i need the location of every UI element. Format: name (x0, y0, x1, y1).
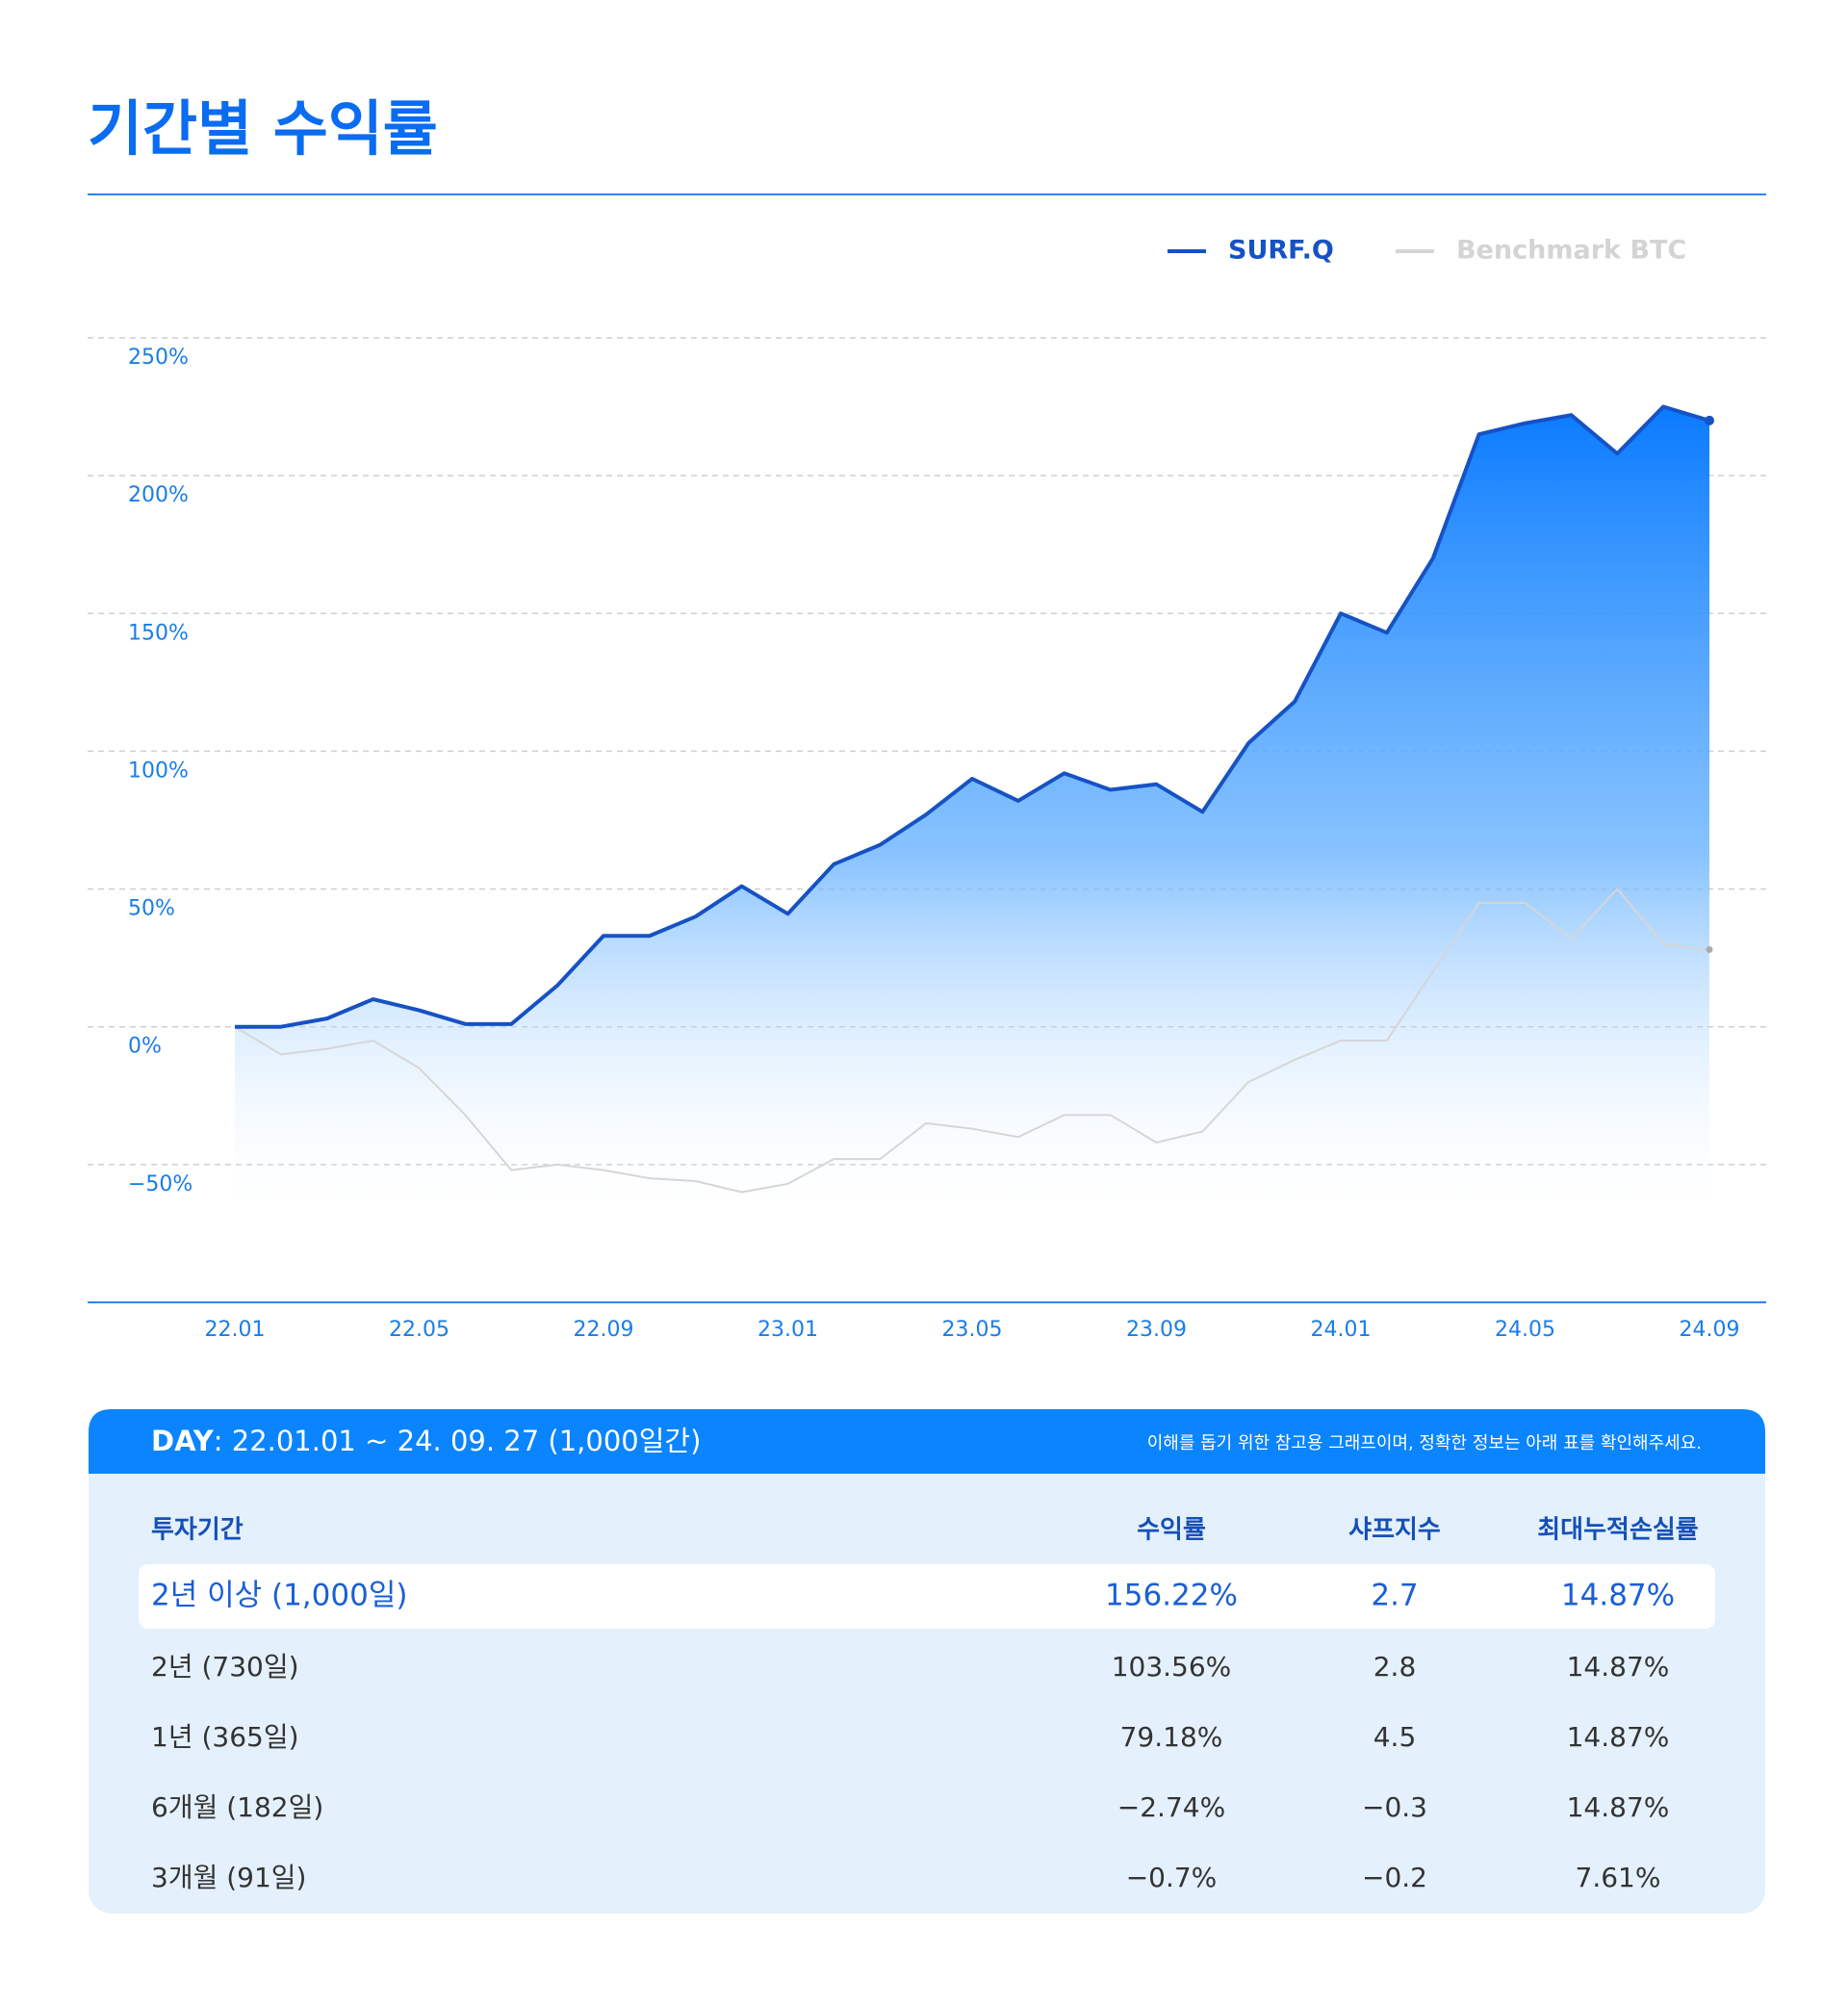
table-cell: 103.56% (1112, 1651, 1232, 1683)
period-label-text: DAY (151, 1425, 215, 1457)
y-tick-label: 100% (128, 759, 189, 783)
x-tick-label: 22.01 (205, 1318, 266, 1342)
table-cell: 14.87% (1567, 1651, 1670, 1683)
table-cell: 4.5 (1373, 1721, 1417, 1753)
column-header: 샤프지수 (1348, 1516, 1441, 1545)
chart-title: 기간별 수익률 (88, 93, 438, 164)
table-cell: 2.8 (1373, 1651, 1417, 1683)
column-header: 수익률 (1137, 1516, 1206, 1545)
end-point (1705, 415, 1714, 425)
plot: −50% 0% 50% 100% 150% 200% 250% 22.01 22.05 22.09… (88, 236, 1766, 1342)
x-tick-label: 23.01 (757, 1318, 818, 1342)
table-cell: −0.7% (1126, 1862, 1218, 1893)
period-text: : 22.01.01 ~ 24. 09. 27 (1,000일간) (214, 1425, 702, 1457)
table-cell: 2.7 (1371, 1579, 1418, 1613)
x-tick-label: 23.05 (942, 1318, 1003, 1342)
table-cell: −2.74% (1117, 1791, 1225, 1823)
y-tick-label: −50% (128, 1172, 192, 1196)
y-tick-label: 50% (128, 897, 175, 921)
period-label: DAY: 22.01.01 ~ 24. 09. 27 (1,000일간) (151, 1425, 701, 1457)
table-cell: 1년 (365일) (151, 1721, 299, 1753)
line (235, 404, 1710, 1029)
x-tick-label: 24.09 (1680, 1318, 1740, 1342)
y-tick-label: 150% (128, 621, 189, 645)
table-cell: 3개월 (91일) (151, 1862, 306, 1893)
y-tick-label: 0% (128, 1035, 162, 1059)
table-cell: 156.22% (1105, 1579, 1238, 1613)
table-cell: 7.61% (1576, 1862, 1661, 1893)
x-tick-label: 23.09 (1126, 1318, 1187, 1342)
table-cell: 2년 (730일) (151, 1651, 299, 1683)
column-header: 최대누적손실률 (1537, 1516, 1699, 1545)
end-point (1706, 946, 1713, 954)
area (235, 406, 1709, 1222)
x-tick-label: 24.05 (1495, 1318, 1555, 1342)
legend-label: SURF.Q (1228, 236, 1334, 266)
table-cell: 14.87% (1561, 1579, 1675, 1613)
column-header: 투자기간 (151, 1516, 244, 1545)
x-tick-label: 22.05 (389, 1318, 449, 1342)
table-cell: 2년 이상 (1,000일) (151, 1579, 407, 1613)
table-panel (89, 1409, 1765, 1914)
line (234, 887, 1710, 1194)
table: 투자기간 수익률 샤프지수 최대누적손실률 2년 이상 (1,000일) 156.22% 2… (151, 1516, 1699, 1894)
note: 이해를 돕기 위한 참고용 그래프이며, 정확한 정보는 아래 표를 확인해주세… (1147, 1433, 1702, 1453)
legend-label: Benchmark BTC (1456, 236, 1686, 266)
table-cell: 79.18% (1120, 1721, 1223, 1753)
y-tick-label: 200% (128, 483, 189, 507)
table-cell: −0.3 (1362, 1791, 1427, 1823)
y-tick-label: 250% (128, 346, 189, 370)
table-cell: 6개월 (182일) (151, 1791, 323, 1823)
x-tick-label: 24.01 (1311, 1318, 1372, 1342)
table-cell: 14.87% (1567, 1721, 1670, 1753)
table-header-bar (89, 1409, 1765, 1474)
table-cell: 14.87% (1567, 1791, 1670, 1823)
table-cell: −0.2 (1362, 1862, 1427, 1893)
highlight-row (139, 1564, 1715, 1629)
x-tick-label: 22.09 (574, 1318, 634, 1342)
